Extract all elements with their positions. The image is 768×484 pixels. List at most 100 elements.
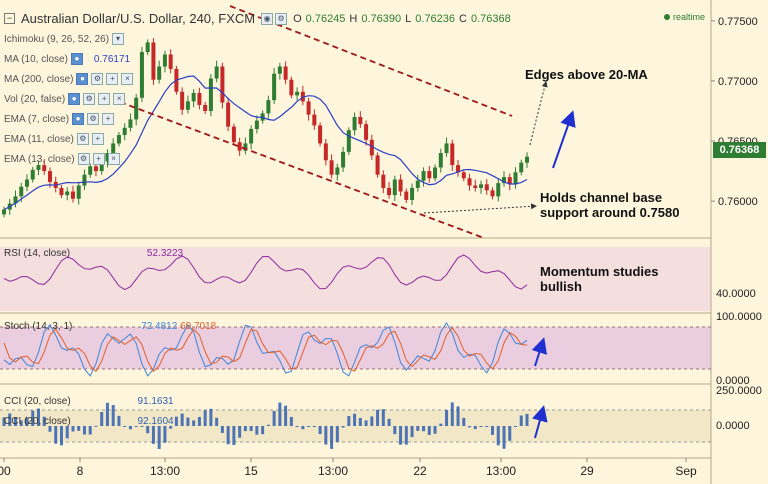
cci-bar: [468, 426, 472, 428]
cci-bar: [508, 426, 512, 441]
settings-icon[interactable]: ⚙: [91, 73, 104, 85]
time-axis: 00 8 13:00 15 13:00 22 13:00 29 Sep: [0, 458, 697, 478]
ohlc-high-value: 0.76390: [361, 12, 402, 25]
indicator-row-ma10[interactable]: MA (10, close) ● 0.76171: [4, 53, 130, 65]
indicator-label: EMA (7, close): [4, 113, 70, 125]
candle-body: [162, 54, 167, 67]
candle-body: [410, 187, 415, 200]
rsi-legend[interactable]: RSI (14, close) 52.3223: [4, 248, 183, 259]
ohlc-low-value: 0.76236: [415, 12, 456, 25]
add-icon[interactable]: +: [102, 113, 115, 125]
settings-icon[interactable]: ⚙: [87, 113, 100, 125]
cci-bar: [140, 426, 144, 427]
cci-bar: [226, 426, 230, 445]
cci-bar: [197, 416, 201, 426]
candle-body: [283, 66, 288, 80]
ohlc-close-key: C: [459, 12, 467, 25]
cci-bar: [387, 418, 391, 426]
add-icon[interactable]: +: [92, 153, 105, 165]
cci-legend-secondary: CCI (20, close) 92.1604: [4, 416, 174, 427]
cci-bar: [220, 426, 224, 433]
indicator-row-ma200[interactable]: MA (200, close) ● ⚙ + ×: [4, 73, 134, 85]
add-icon[interactable]: +: [91, 133, 104, 145]
cci-bar: [347, 416, 351, 426]
candle-body: [438, 153, 443, 168]
cci-bar: [301, 426, 305, 430]
axis-cci-250: 250.0000: [716, 385, 762, 397]
cci-bar: [157, 426, 161, 449]
cci-bar: [94, 425, 98, 427]
cci-bar: [203, 410, 207, 426]
candle-body: [145, 42, 150, 53]
close-icon[interactable]: ×: [121, 73, 134, 85]
candle-body: [461, 172, 466, 179]
candle-body: [151, 42, 156, 80]
candle-body: [381, 174, 386, 188]
cci-bar: [261, 426, 265, 435]
ma-10-line: [3, 75, 528, 211]
cci-label-2: CCI (20, close): [4, 416, 71, 427]
visibility-toggle-icon[interactable]: ◉: [261, 12, 274, 25]
candle-body: [214, 66, 219, 79]
annotation-line: Momentum studies: [540, 264, 659, 279]
annotation-text: Edges above 20-MA: [525, 67, 648, 82]
indicator-row-ichimoku[interactable]: Ichimoku (9, 26, 52, 26) ▾: [4, 33, 125, 45]
candle-body: [243, 143, 248, 151]
dropdown-arrow-icon[interactable]: ▾: [112, 33, 125, 45]
time-tick-label: 13:00: [486, 464, 516, 478]
axis-rsi-40: 40.0000: [716, 288, 756, 300]
cci-bar: [439, 423, 443, 426]
eye-icon[interactable]: ●: [70, 53, 83, 65]
chart-header: − Australian Dollar/U.S. Dollar, 240, FX…: [4, 11, 511, 26]
header-buttons[interactable]: ◉ ⚙: [261, 12, 288, 25]
settings-icon[interactable]: ⚙: [275, 12, 288, 25]
cci-bar: [376, 409, 380, 426]
cci-bar: [123, 426, 127, 427]
candle-body: [254, 120, 259, 130]
cci-bar: [163, 426, 167, 443]
candle-body: [323, 143, 328, 161]
chart-title: Australian Dollar/U.S. Dollar, 240, FXCM: [21, 11, 256, 26]
add-icon[interactable]: +: [98, 93, 111, 105]
stoch-k-value: 72.4812: [141, 321, 178, 332]
eye-icon[interactable]: ●: [76, 73, 89, 85]
indicator-row-ema7[interactable]: EMA (7, close) ● ⚙ +: [4, 113, 115, 125]
stoch-d-value: 69.7018: [180, 321, 217, 332]
stoch-legend[interactable]: Stoch (14, 3, 1) 72.4812 69.7018: [4, 321, 216, 332]
close-icon[interactable]: ×: [107, 153, 120, 165]
cci-bar: [249, 426, 253, 432]
eye-icon[interactable]: ●: [72, 113, 85, 125]
cci-bar: [111, 405, 115, 426]
candle-body: [249, 129, 254, 144]
eye-icon[interactable]: ●: [68, 93, 81, 105]
candle-body: [19, 186, 24, 197]
ohlc-open-key: O: [293, 12, 302, 25]
collapse-icon[interactable]: −: [4, 13, 15, 24]
candle-body: [369, 139, 374, 156]
add-icon[interactable]: +: [106, 73, 119, 85]
cci-bar: [180, 413, 184, 426]
time-tick-label: 13:00: [318, 464, 348, 478]
indicator-row-vol[interactable]: Vol (20, false) ● ⚙ + ×: [4, 93, 126, 105]
candle-body: [306, 101, 311, 115]
settings-icon[interactable]: ⚙: [76, 133, 89, 145]
realtime-badge: realtime: [664, 12, 705, 22]
price-tick-label: 0.77500: [718, 16, 758, 28]
candle-body: [318, 125, 323, 144]
candle-body: [467, 178, 472, 186]
annotation-line: bullish: [540, 279, 582, 294]
settings-icon[interactable]: ⚙: [77, 153, 90, 165]
indicator-row-ema11[interactable]: EMA (11, close) ⚙ +: [4, 133, 104, 145]
close-icon[interactable]: ×: [113, 93, 126, 105]
candle-body: [65, 191, 70, 196]
candle-body: [300, 91, 305, 102]
settings-icon[interactable]: ⚙: [83, 93, 96, 105]
cci-legend[interactable]: CCI (20, close) 91.1631: [4, 396, 174, 407]
bullish-arrow-price: [552, 110, 576, 169]
indicator-row-ema13[interactable]: EMA (13, close) ⚙ + ×: [4, 153, 120, 165]
indicator-label: EMA (11, close): [4, 133, 74, 145]
candle-body: [93, 166, 98, 172]
dotted-arrow-support: [423, 203, 537, 214]
candle-body: [128, 119, 133, 128]
